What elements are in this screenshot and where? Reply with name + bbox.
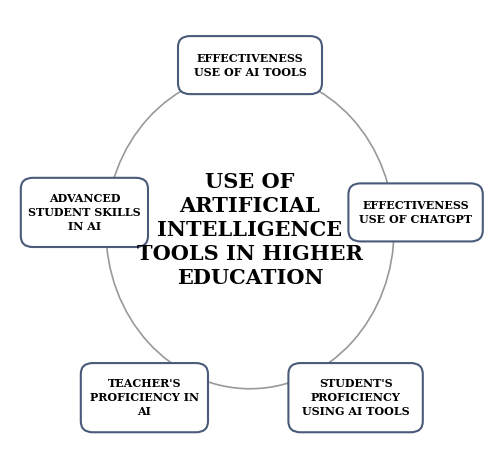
- Text: EFFECTIVENESS
USE OF CHATGPT: EFFECTIVENESS USE OF CHATGPT: [359, 200, 472, 225]
- Text: STUDENT'S
PROFICIENCY
USING AI TOOLS: STUDENT'S PROFICIENCY USING AI TOOLS: [302, 378, 410, 417]
- FancyBboxPatch shape: [81, 363, 208, 432]
- FancyBboxPatch shape: [178, 36, 322, 94]
- Text: EFFECTIVENESS
USE OF AI TOOLS: EFFECTIVENESS USE OF AI TOOLS: [194, 53, 306, 78]
- FancyBboxPatch shape: [21, 178, 148, 247]
- Text: TEACHER'S
PROFICIENCY IN
AI: TEACHER'S PROFICIENCY IN AI: [90, 378, 199, 417]
- FancyBboxPatch shape: [348, 183, 483, 241]
- FancyBboxPatch shape: [288, 363, 423, 432]
- Text: USE OF
ARTIFICIAL
INTELLIGENCE
TOOLS IN HIGHER
EDUCATION: USE OF ARTIFICIAL INTELLIGENCE TOOLS IN …: [137, 172, 363, 288]
- Text: ADVANCED
STUDENT SKILLS
IN AI: ADVANCED STUDENT SKILLS IN AI: [28, 193, 140, 232]
